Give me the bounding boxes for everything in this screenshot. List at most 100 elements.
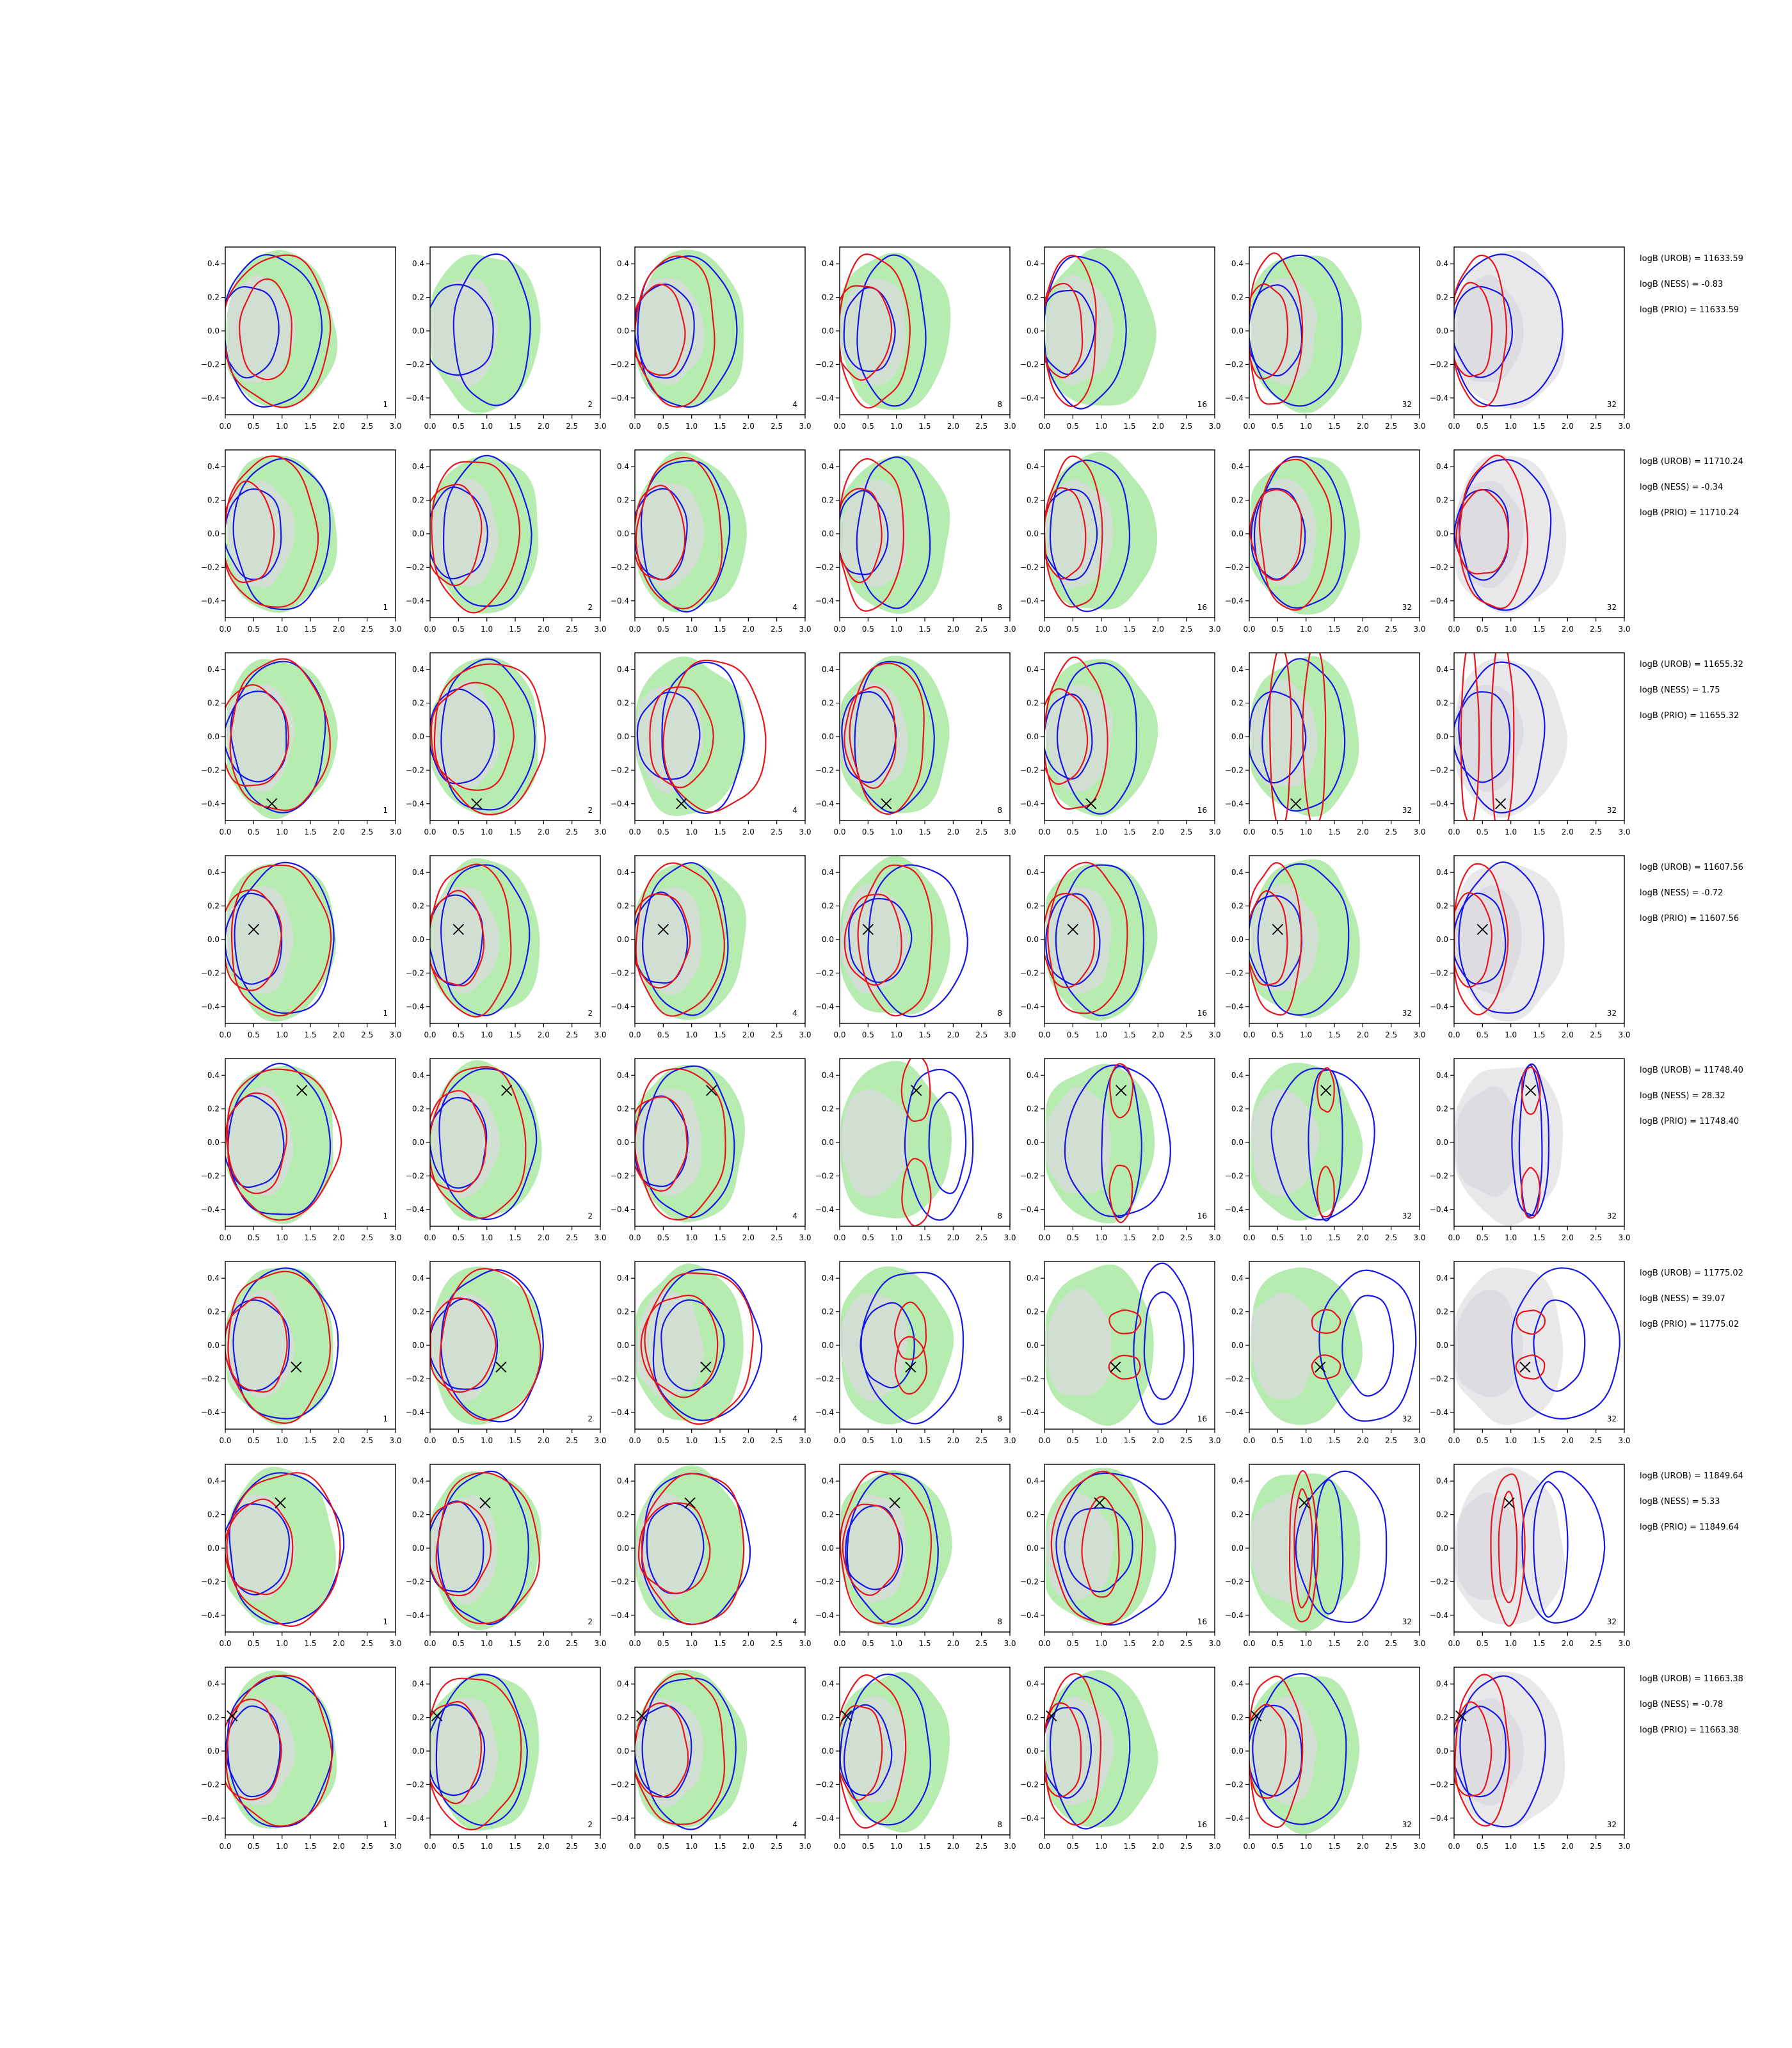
- truth-marker: [700, 1361, 712, 1373]
- x-tick-label: 0.5: [1272, 1842, 1284, 1851]
- x-tick-label: 1.0: [1300, 1436, 1312, 1445]
- panel-label: 1: [383, 603, 388, 612]
- red-contour: [641, 1473, 745, 1626]
- x-tick-label: 3.0: [799, 1639, 811, 1648]
- subplot-contours: [840, 1470, 952, 1628]
- y-tick-label: 0.0: [617, 529, 629, 538]
- red-contour: [435, 1471, 540, 1625]
- x-tick-label: 0.5: [657, 1842, 669, 1851]
- y-tick-label: 0.2: [1436, 1105, 1448, 1114]
- x-tick-label: 2.5: [1590, 625, 1602, 634]
- red-contour: [849, 662, 925, 815]
- y-tick-label: 0.4: [1231, 1071, 1244, 1080]
- x-tick-label: 2.0: [538, 1842, 550, 1851]
- panel-label: 1: [383, 1820, 388, 1829]
- subplot-contours: [225, 658, 338, 820]
- truth-marker: [1315, 1361, 1326, 1373]
- panel-label: 32: [1402, 1212, 1412, 1220]
- truth-marker: [495, 1361, 507, 1373]
- x-tick-label: 2.0: [333, 1436, 345, 1445]
- y-tick-label: 0.4: [617, 665, 629, 674]
- x-tick-label: 1.5: [509, 422, 521, 431]
- subplot-r3-c7: 0.0 0.5 1.0 1.5 2.0 2.5 3.0 0.4 0.2 0.0 −0.2 −0.4 32: [1430, 652, 1631, 836]
- blue-contour: [1454, 691, 1511, 783]
- y-tick-label: −0.2: [1225, 360, 1244, 369]
- x-tick-label: 2.0: [947, 1842, 959, 1851]
- x-tick-label: 2.0: [1152, 422, 1164, 431]
- x-tick-label: 2.5: [975, 1436, 988, 1445]
- x-tick-label: 2.0: [1152, 1639, 1164, 1648]
- y-tick-label: 0.0: [207, 935, 220, 944]
- x-tick-label: 0.5: [862, 422, 874, 431]
- panel-label: 1: [383, 1414, 388, 1423]
- blue-contour: [1055, 1472, 1176, 1626]
- panel-label: 32: [1402, 1820, 1412, 1829]
- y-tick-label: 0.4: [1436, 1071, 1448, 1080]
- y-tick-label: 0.4: [412, 1071, 424, 1080]
- panel-label: 32: [1607, 1617, 1617, 1626]
- y-tick-label: 0.0: [412, 1138, 424, 1147]
- y-tick-label: 0.4: [1231, 868, 1244, 877]
- x-tick-label: 0.5: [1476, 422, 1489, 431]
- x-tick-label: 1.5: [304, 1233, 316, 1242]
- panel-label: 32: [1607, 400, 1617, 409]
- y-tick-label: 0.0: [207, 1138, 220, 1147]
- y-tick-label: 0.4: [207, 665, 220, 674]
- x-tick-label: 1.5: [714, 1842, 726, 1851]
- x-tick-label: 3.0: [1618, 1842, 1630, 1851]
- truth-marker: [889, 1497, 900, 1508]
- panel-label: 32: [1607, 1009, 1617, 1018]
- y-tick-label: 0.4: [822, 1274, 834, 1283]
- blue-contour: [430, 894, 484, 986]
- y-tick-label: 0.0: [207, 1544, 220, 1553]
- y-tick-label: 0.2: [822, 699, 834, 708]
- x-tick-label: 0.0: [1448, 1030, 1460, 1039]
- y-tick-label: −0.2: [815, 1577, 834, 1586]
- density-fill-inner: [1250, 1292, 1318, 1400]
- subplot-r2-c6: 0.0 0.5 1.0 1.5 2.0 2.5 3.0 0.4 0.2 0.0 −0.2 −0.4 32: [1225, 449, 1426, 634]
- y-tick-label: −0.4: [1020, 596, 1039, 605]
- x-tick-label: 0.0: [424, 422, 436, 431]
- logb-stat: logB (NESS) = 1.75: [1640, 685, 1720, 695]
- subplot-r5-c2: 0.0 0.5 1.0 1.5 2.0 2.5 3.0 0.4 0.2 0.0 −0.2 −0.4 2: [406, 1058, 607, 1242]
- x-tick-label: 1.5: [509, 625, 521, 634]
- red-contour: [230, 864, 332, 1017]
- subplot-contours: [1454, 1671, 1565, 1829]
- x-tick-label: 0.0: [219, 1639, 231, 1648]
- subplot-r4-c4: 0.0 0.5 1.0 1.5 2.0 2.5 3.0 0.4 0.2 0.0 −0.2 −0.4 8: [815, 855, 1016, 1039]
- subplot-contours: [1454, 1467, 1606, 1627]
- red-contour: [635, 456, 723, 610]
- subplot-contours: [635, 862, 746, 1020]
- subplot-r8-c3: 0.0 0.5 1.0 1.5 2.0 2.5 3.0 0.4 0.2 0.0 −0.2 −0.4 4: [611, 1667, 812, 1851]
- y-tick-label: 0.4: [617, 462, 629, 471]
- x-tick-label: 0.5: [1476, 828, 1489, 836]
- truth-marker: [1067, 924, 1078, 935]
- x-tick-label: 2.0: [1357, 1436, 1369, 1445]
- y-tick-label: −0.4: [815, 1205, 834, 1214]
- x-tick-label: 2.0: [538, 1639, 550, 1648]
- subplot-contours: [1454, 861, 1565, 1022]
- red-contour: [1515, 1354, 1546, 1380]
- subplot-r7-c4: 0.0 0.5 1.0 1.5 2.0 2.5 3.0 0.4 0.2 0.0 −0.2 −0.4 8: [815, 1464, 1016, 1648]
- red-contour: [225, 889, 282, 991]
- x-tick-label: 3.0: [799, 828, 811, 836]
- truth-marker: [296, 1085, 308, 1096]
- blue-contour: [1044, 693, 1093, 780]
- subplot-contours: [430, 1060, 542, 1221]
- y-tick-label: 0.2: [412, 1308, 424, 1316]
- x-tick-label: 3.0: [389, 1233, 401, 1242]
- x-tick-label: 2.5: [361, 1639, 373, 1648]
- red-contour: [840, 1674, 907, 1829]
- x-tick-label: 2.5: [566, 828, 578, 836]
- y-tick-label: 0.4: [1027, 665, 1039, 674]
- x-tick-label: 3.0: [389, 1639, 401, 1648]
- y-tick-label: −0.4: [1430, 799, 1448, 808]
- blue-contour: [1257, 863, 1350, 1016]
- density-fill-inner: [227, 1698, 296, 1806]
- x-tick-label: 1.0: [890, 1639, 902, 1648]
- red-contour: [1044, 282, 1084, 379]
- logb-stat: logB (PRIO) = 11849.64: [1640, 1523, 1739, 1532]
- panel-label: 32: [1402, 603, 1412, 612]
- truth-marker: [1110, 1361, 1121, 1373]
- y-tick-label: −0.4: [406, 394, 424, 403]
